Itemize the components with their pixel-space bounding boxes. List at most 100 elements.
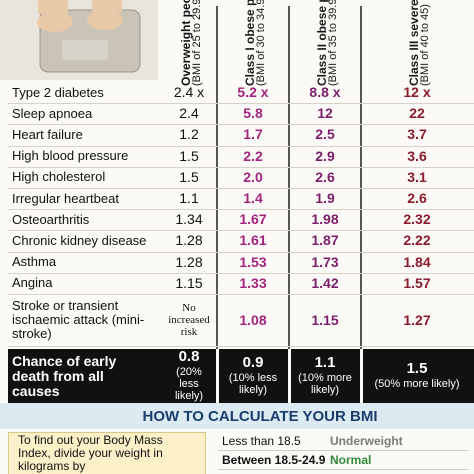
row-value: No increased risk [168, 302, 210, 338]
row-value: 3.6 [407, 147, 427, 164]
row-value: 1.57 [403, 274, 431, 291]
row-value: 1.61 [239, 232, 267, 249]
death-value: 1.5 [406, 360, 428, 377]
row-label: Osteoarthritis [12, 211, 90, 227]
header-sub: (BMI of 35 to 39.9) [327, 0, 339, 86]
row-value: 12 [317, 105, 333, 122]
row-label: Irregular heartbeat [12, 190, 119, 206]
row-value: 2.4 [179, 105, 199, 122]
row-value: 1.27 [403, 311, 431, 328]
row-label: Asthma [12, 254, 57, 270]
row-value: 1.7 [243, 126, 263, 143]
row-value: 1.28 [175, 253, 203, 270]
column-separator [288, 6, 290, 402]
row-label: Heart failure [12, 126, 83, 142]
row-value: 2.32 [403, 211, 431, 228]
row-line [8, 145, 474, 147]
row-value: 12 x [403, 84, 431, 101]
column-header: Class I obese people (BMI of 30 to 34.9) [243, 0, 267, 86]
death-note: (50% more likely) [374, 378, 460, 390]
row-value: 2.0 [243, 168, 263, 185]
row-value: 3.7 [407, 126, 427, 143]
row-value: 1.4 [243, 190, 263, 207]
bmi-category: Normal [330, 453, 372, 467]
row-value: 1.28 [175, 232, 203, 249]
death-gap [288, 349, 291, 403]
row-line [8, 251, 474, 253]
row-value: 2.5 [315, 126, 335, 143]
row-value: 1.84 [403, 253, 431, 270]
row-value: 1.33 [239, 274, 267, 291]
row-value: 1.2 [179, 126, 199, 143]
bmi-intro-box [8, 432, 206, 474]
row-line [8, 346, 474, 347]
row-value: 1.42 [311, 274, 339, 291]
row-value: 1.34 [175, 211, 203, 228]
bmi-category: Underweight [330, 434, 403, 448]
column-separator [216, 6, 218, 402]
column-header: Class II obese people (BMI of 35 to 39.9) [315, 0, 339, 86]
death-note: (20% less likely) [174, 366, 204, 402]
row-value: 2.4 x [173, 84, 205, 101]
death-cell: 1.1 (10% more likely) [290, 349, 360, 403]
row-label: High cholesterol [12, 169, 106, 185]
row-value: 1.1 [179, 190, 199, 207]
header-sub: (BMI of 30 to 34.9) [255, 0, 267, 86]
row-label: Stroke or transient ischaemic attack (mi… [12, 298, 145, 341]
row-value: 5.2 x [237, 84, 269, 101]
row-value: 8.8 x [309, 84, 341, 101]
row-value: 5.8 [243, 105, 263, 122]
bmi-line [218, 469, 468, 470]
bmi-band [0, 403, 474, 429]
row-line [8, 166, 474, 168]
row-line [8, 272, 474, 274]
row-value: 1.15 [175, 274, 203, 291]
bmi-heading: HOW TO CALCULATE YOUR BMI [142, 407, 378, 425]
bmi-range: Less than 18.5 [222, 434, 301, 448]
row-value: 2.6 [315, 168, 335, 185]
row-value: 22 [409, 105, 425, 122]
column-header: Class III severely obese people(BMI of 4… [407, 0, 431, 86]
row-value: 1.98 [311, 211, 339, 228]
row-value: 2.6 [407, 190, 427, 207]
death-value: 0.9 [242, 354, 264, 371]
row-label: Sleep apnoea [12, 105, 93, 121]
row-value: 1.53 [239, 253, 267, 270]
death-gap [360, 349, 363, 403]
bmi-line [218, 450, 468, 451]
death-cell: 1.5 (50% more likely) [362, 349, 472, 403]
scale-photo [0, 0, 158, 80]
row-label: Type 2 diabetes [12, 84, 104, 100]
death-gap [216, 349, 219, 403]
row-value: 2.2 [243, 147, 263, 164]
row-label: Angina [12, 275, 53, 291]
header-sub: (BMI of 25 to 29.9) [191, 0, 203, 86]
row-line [8, 124, 474, 126]
row-value: 1.73 [311, 253, 339, 270]
row-line [8, 209, 474, 211]
row-value: 1.5 [179, 147, 199, 164]
death-cell: 0.9 (10% less likely) [218, 349, 288, 403]
row-value: 1.87 [311, 232, 339, 249]
row-value: 2.22 [403, 232, 431, 249]
death-value: 1.1 [314, 354, 336, 371]
row-value: 1.08 [239, 311, 267, 328]
row-line [8, 294, 474, 295]
row-value: 1.15 [311, 311, 339, 328]
row-line [8, 103, 474, 105]
death-label: Chance of early death from all causes [12, 352, 117, 399]
row-label: Chronic kidney disease [12, 232, 147, 248]
column-separator [360, 6, 362, 402]
row-label: High blood pressure [12, 148, 129, 164]
header-sub: (BMI of 40 to 45) [419, 4, 431, 86]
death-cell: 0.8 (20% less likely) [162, 349, 216, 403]
row-value: 3.1 [407, 168, 427, 185]
row-line [8, 230, 474, 232]
row-value: 1.5 [179, 168, 199, 185]
row-value: 2.9 [315, 147, 335, 164]
row-value: 1.67 [239, 211, 267, 228]
death-value: 0.8 [178, 348, 200, 365]
death-note: (10% more likely) [298, 372, 352, 396]
row-value: 1.9 [315, 190, 335, 207]
